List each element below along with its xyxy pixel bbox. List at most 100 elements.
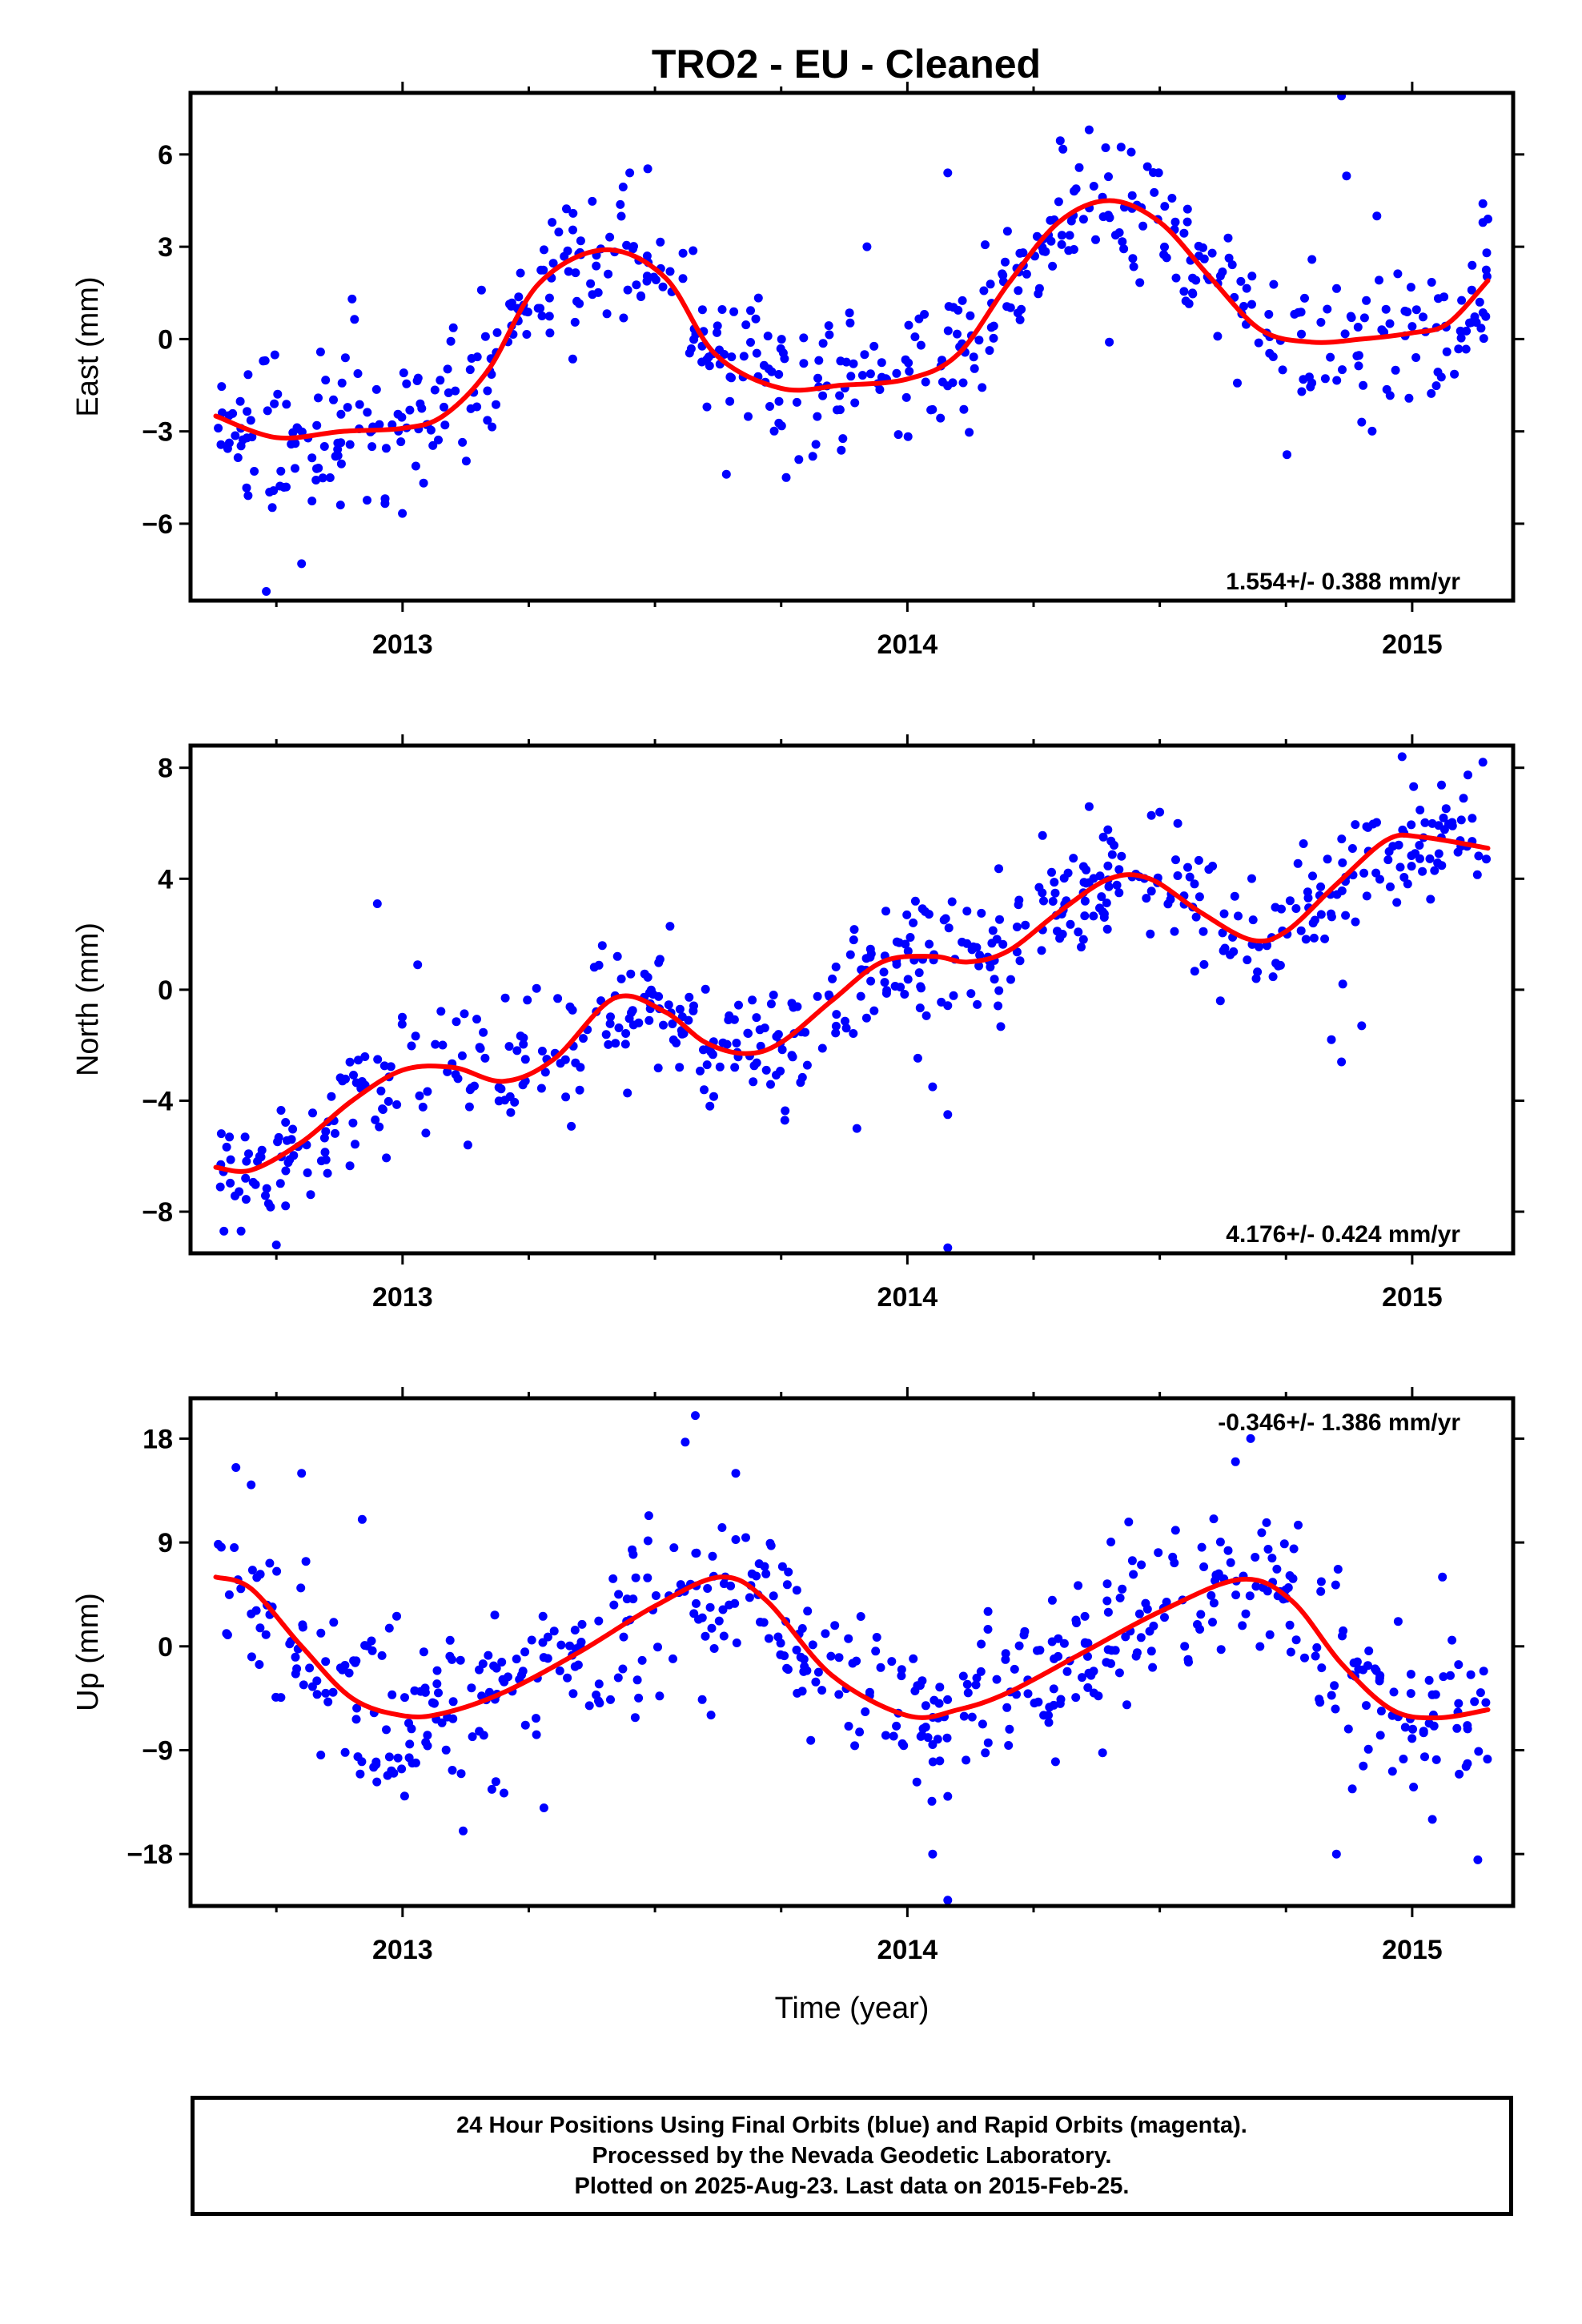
scatter-point [1213,332,1223,341]
scatter-point [721,469,731,479]
scatter-point [1074,163,1084,172]
scatter-point [1102,1596,1112,1606]
scatter-point [241,1173,251,1183]
scatter-point [253,1156,263,1166]
scatter-point [532,1714,540,1723]
scatter-point [402,379,412,388]
scatter-point [1359,380,1368,390]
scatter-point [811,1677,821,1687]
scatter-point [1101,143,1110,152]
scatter-point [850,1741,860,1751]
scatter-point [634,1018,644,1027]
scatter-point [570,1662,580,1671]
scatter-point [746,338,755,347]
scatter-point [613,1673,623,1683]
scatter-point [270,399,279,408]
scatter-point [1118,237,1127,247]
scatter-point [468,1732,477,1742]
scatter-point [664,1000,673,1010]
scatter-point [979,286,989,296]
scatter-point [1268,972,1278,982]
scatter-point [1098,832,1108,842]
scatter-point [1080,911,1090,921]
scatter-point [1476,1688,1485,1698]
scatter-point [1439,292,1449,302]
fit-curve-up [213,1574,1491,1721]
scatter-point [684,1015,693,1025]
scatter-point [377,1651,387,1660]
scatter-point [1103,825,1113,834]
scatter-point [255,1623,265,1633]
scatter-point [1301,935,1311,944]
scatter-point [538,1611,548,1621]
scatter-point [1400,306,1410,316]
scatter-point [540,1068,550,1077]
scatter-point [1403,879,1412,889]
scatter-point [628,1550,638,1559]
scatter-point [1056,1695,1066,1704]
y-tick-label: 9 [158,1528,173,1558]
scatter-point [549,1626,559,1636]
scatter-point [678,248,688,258]
scatter-point [514,292,524,302]
scatter-point [459,1826,468,1835]
scatter-point [889,1731,898,1741]
scatter-point [568,1689,578,1699]
scatter-point [836,356,845,366]
scatter-point [353,369,363,378]
scatter-point [1122,1700,1131,1710]
scatter-point [1243,955,1252,965]
scatter-point [966,989,976,999]
scatter-point [383,1096,393,1106]
scatter-point [748,995,757,1005]
scatter-point [483,386,492,396]
scatter-point [500,1677,509,1687]
scatter-point [265,488,275,497]
scatter-point [1160,1613,1169,1622]
scatter-point [943,168,953,178]
scatter-point [1224,253,1234,263]
scatter-point [708,1050,717,1059]
scatter-point [834,1690,844,1699]
scatter-point [943,1695,953,1704]
scatter-point [903,947,913,956]
scatter-point [1037,946,1046,955]
scatter-point [1089,182,1098,191]
scatter-point [1447,821,1457,830]
scatter-point [1002,227,1012,236]
scatter-point [701,984,710,994]
scatter-point [453,1074,463,1084]
scatter-point [944,923,954,933]
scatter-point [1367,426,1377,436]
scatter-point [505,1092,515,1101]
x-tick-label: 2014 [877,1282,938,1313]
scatter-point [1457,296,1467,305]
scatter-point [560,251,569,261]
scatter-point [412,376,422,385]
scatter-point [561,1092,571,1102]
scatter-point [969,352,978,362]
scatter-point [1049,1684,1058,1694]
scatter-point [800,1662,809,1671]
scatter-point [782,1663,792,1673]
scatter-point [398,1012,407,1022]
scatter-point [970,364,979,373]
scatter-point [769,991,778,999]
scatter-point [1333,1565,1343,1574]
scatter-point [1127,191,1137,200]
scatter-point [830,1621,840,1630]
scatter-point [263,1199,273,1208]
scatter-point [1265,1630,1275,1639]
fit-curve-north [213,832,1491,1174]
scatter-point [1233,378,1242,388]
scatter-point [241,1195,251,1204]
scatter-point [1393,1617,1403,1626]
scatter-point [1406,1670,1415,1679]
scatter-point [1429,1721,1439,1731]
scatter-point [1247,271,1257,281]
scatter-point [1006,303,1015,312]
scatter-point [928,1849,938,1859]
scatter-point [443,364,452,374]
panel-up: 18 9 0 −9 −18 2013 2014 2015 Up (mm) Time (year) -… [71,1387,1524,2025]
scatter-point [1362,1701,1371,1711]
